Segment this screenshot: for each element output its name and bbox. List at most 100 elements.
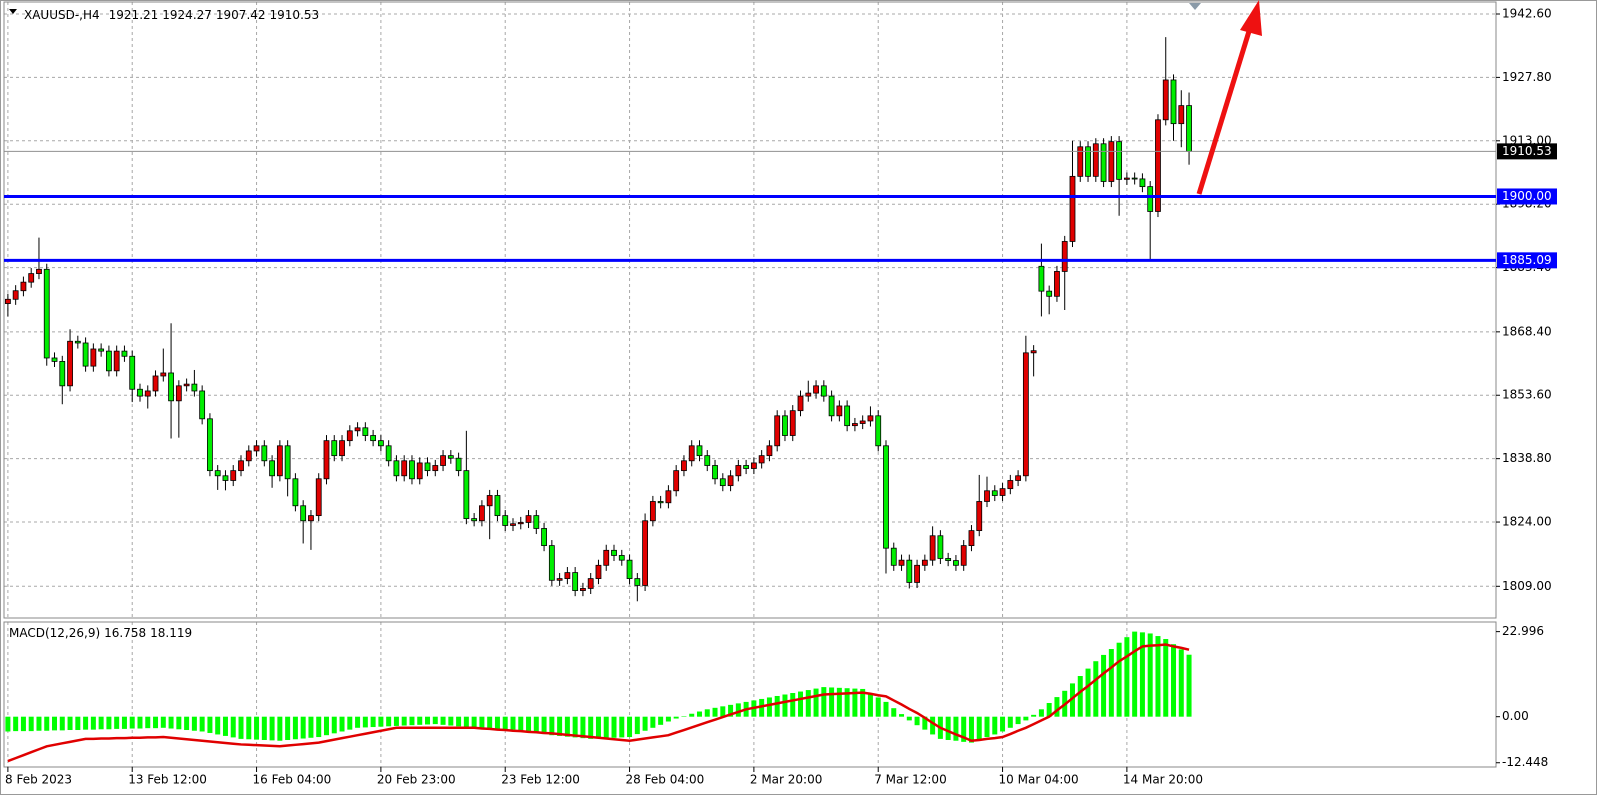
macd-bar <box>285 716 291 740</box>
macd-bar <box>292 716 298 740</box>
candle-body <box>603 549 610 566</box>
macd-bar <box>673 716 679 719</box>
header-high: 1924.27 <box>162 8 212 22</box>
candle-body <box>665 490 672 504</box>
macd-bar <box>945 716 951 740</box>
candle-body <box>1069 175 1076 242</box>
macd-bar <box>1093 661 1099 717</box>
macd-bar <box>36 716 42 731</box>
macd-bar <box>852 688 858 717</box>
macd-bar <box>1124 637 1130 717</box>
macd-bar <box>518 716 524 731</box>
macd-bar <box>316 716 322 738</box>
collapse-icon <box>9 9 17 14</box>
macd-bar <box>502 716 508 730</box>
candle-body <box>28 273 35 283</box>
macd-bar <box>867 693 873 717</box>
annotation-arrowhead <box>1240 0 1262 36</box>
candle-body <box>657 501 664 504</box>
candle-body <box>269 460 275 477</box>
macd-bar <box>580 716 586 739</box>
candle-body <box>1162 79 1169 121</box>
candle-body <box>137 388 143 397</box>
candle-body <box>51 357 58 362</box>
macd-bar <box>650 716 656 728</box>
macd-bar <box>425 716 431 725</box>
candle-body <box>634 578 641 586</box>
candle-body <box>74 340 81 344</box>
macd-bar <box>735 703 741 717</box>
macd-bar <box>790 693 796 717</box>
y-tick-label: 22.996 <box>1502 624 1544 638</box>
macd-bar <box>603 716 609 739</box>
macd-bar <box>595 716 601 739</box>
macd-bar <box>238 716 244 739</box>
macd-bar <box>1147 633 1153 717</box>
macd-bar <box>798 691 804 717</box>
macd-bar <box>875 697 881 717</box>
macd-bar <box>153 716 159 729</box>
candle-body <box>960 545 967 566</box>
overlay-layer: 1809.001824.001838.801853.601868.401883.… <box>4 6 1557 787</box>
macd-bar <box>176 716 182 730</box>
candle-body <box>59 361 66 387</box>
x-tick-label: 14 Mar 20:00 <box>1123 773 1203 787</box>
level-label-box <box>1497 188 1557 205</box>
level-label-box <box>1497 252 1557 269</box>
x-tick-label: 7 Mar 12:00 <box>874 773 947 787</box>
candle-body <box>984 490 990 502</box>
candle-body <box>883 445 889 549</box>
macd-bar <box>129 716 135 729</box>
macd-bar <box>52 716 58 731</box>
candle-body <box>432 465 439 472</box>
macd-bar <box>829 687 835 717</box>
macd-bar <box>1178 649 1184 717</box>
candle-body <box>455 457 462 472</box>
candle-body <box>339 440 345 457</box>
macd-bar <box>1155 636 1161 717</box>
candle-body <box>1061 241 1068 272</box>
macd-bar <box>463 716 469 728</box>
macd-bar <box>5 716 11 732</box>
macd-bar <box>1085 668 1091 717</box>
candle-body <box>1131 177 1138 180</box>
macd-bar <box>1077 676 1083 717</box>
macd-bar <box>254 716 260 740</box>
candle-body <box>766 445 773 457</box>
header-open: 1921.21 <box>109 8 159 22</box>
x-tick-label: 2 Mar 20:00 <box>750 773 823 787</box>
macd-bar <box>899 714 905 717</box>
shift-marker <box>1189 3 1201 10</box>
y-tick-label: 1809.00 <box>1502 579 1552 593</box>
macd-bar <box>121 716 127 729</box>
candle-body <box>1147 186 1154 212</box>
candle-body <box>813 385 819 394</box>
candle-body <box>1092 143 1099 177</box>
macd-bar <box>619 716 625 738</box>
candle-body <box>712 465 718 480</box>
candle-body <box>199 390 206 420</box>
candle-body <box>354 427 361 432</box>
macd-bar <box>720 706 726 717</box>
candle-body <box>1178 105 1185 125</box>
indicator-signal: 18.119 <box>150 626 192 640</box>
macd-bar <box>44 716 50 731</box>
candle-body <box>1077 146 1084 177</box>
macd-bar <box>440 716 446 725</box>
macd-bar <box>533 716 539 733</box>
candle-body <box>292 478 299 507</box>
candle-body <box>4 298 11 304</box>
candle-body <box>90 348 97 367</box>
indicator-header: MACD(12,26,9) 16.758 18.119 <box>9 626 192 640</box>
macd-bar <box>300 716 306 739</box>
marks-layer <box>4 37 1496 763</box>
candle-body <box>447 455 454 459</box>
macd-panel-frame <box>3 621 1497 768</box>
candle-body <box>719 478 726 487</box>
candle-body <box>937 535 944 559</box>
candle-body <box>906 559 913 583</box>
x-tick-label: 20 Feb 23:00 <box>377 773 456 787</box>
macd-bar <box>883 701 889 717</box>
macd-bar <box>13 716 19 732</box>
candle-body <box>486 495 493 507</box>
